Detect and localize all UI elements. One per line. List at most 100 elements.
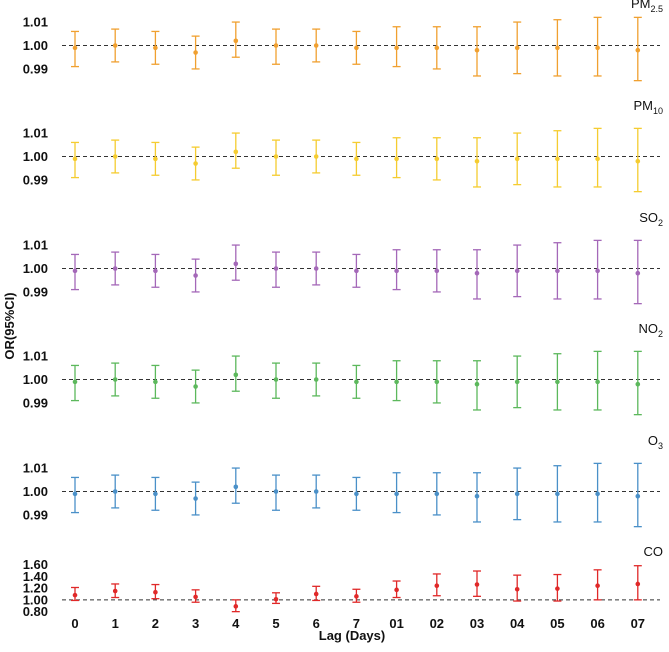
or-point	[273, 489, 279, 494]
or-point	[354, 45, 359, 51]
y-tick-label: 1.00	[23, 484, 48, 499]
or-point	[595, 156, 600, 162]
or-point	[233, 149, 239, 155]
panels-group: 1.011.000.99PM2.51.011.000.99PM101.011.0…	[23, 0, 663, 619]
or-point	[233, 484, 239, 490]
or-point	[273, 43, 279, 48]
error-bar	[432, 26, 441, 70]
or-point	[273, 377, 279, 382]
or-point	[595, 45, 600, 51]
error-bar	[352, 476, 361, 511]
error-bar	[231, 132, 240, 169]
error-bar	[272, 592, 280, 605]
or-point	[72, 45, 78, 51]
y-tick-label: 1.40	[23, 569, 48, 584]
error-bar	[553, 19, 562, 77]
or-point	[273, 154, 279, 159]
or-point	[434, 491, 440, 497]
or-point	[514, 586, 520, 592]
error-bar	[473, 249, 481, 300]
or-point	[474, 47, 480, 53]
error-bar	[231, 599, 240, 613]
or-point	[153, 45, 158, 51]
or-point	[153, 379, 158, 385]
or-point	[514, 491, 520, 497]
error-bar	[593, 462, 602, 523]
error-bar	[392, 249, 401, 291]
panel-o3: 1.01 1.00 0.99 O3	[23, 433, 663, 528]
error-bar	[392, 472, 401, 514]
or-point	[313, 266, 319, 271]
error-bar	[633, 350, 642, 416]
or-point	[153, 491, 158, 497]
error-bar	[513, 355, 522, 409]
or-point	[555, 586, 560, 591]
or-point	[153, 268, 158, 274]
or-point	[313, 591, 319, 597]
y-tick-label: 1.01	[23, 15, 48, 30]
error-bar	[633, 462, 642, 528]
x-tick-label: 5	[272, 616, 279, 631]
or-point	[313, 377, 319, 382]
error-bar	[71, 253, 79, 291]
or-point	[273, 596, 279, 602]
or-point	[635, 158, 641, 164]
error-bar	[191, 369, 200, 404]
or-point	[233, 38, 239, 44]
error-bar	[513, 21, 522, 75]
error-bar	[432, 137, 441, 181]
error-bar	[71, 30, 79, 68]
or-point	[434, 379, 440, 385]
error-bar	[352, 30, 361, 65]
or-point	[394, 491, 399, 497]
or-point	[555, 45, 560, 51]
or-point	[635, 581, 641, 587]
error-bar	[111, 251, 120, 286]
or-point	[394, 156, 399, 162]
error-bar	[151, 364, 160, 399]
y-tick-label: 1.01	[23, 238, 48, 253]
or-point	[635, 381, 641, 387]
or-point	[354, 379, 359, 385]
error-bar	[151, 30, 160, 65]
error-bar	[593, 350, 602, 411]
or-point	[555, 268, 560, 274]
error-bar	[111, 28, 120, 63]
or-point	[193, 273, 198, 278]
or-point	[193, 50, 198, 55]
or-point	[72, 379, 78, 385]
or-point	[273, 266, 279, 271]
or-point	[394, 268, 399, 274]
x-tick-label: 0	[71, 616, 78, 631]
error-bar	[473, 360, 481, 411]
x-tick-label: 02	[430, 616, 444, 631]
error-bar	[191, 589, 200, 603]
or-point	[555, 156, 560, 162]
error-bar	[392, 26, 401, 68]
or-point	[595, 491, 600, 497]
error-bar	[272, 474, 280, 511]
error-bar	[593, 16, 602, 77]
or-point	[354, 156, 359, 162]
or-point	[354, 268, 359, 274]
error-bar	[352, 141, 361, 176]
error-bar	[191, 35, 200, 70]
or-point	[394, 379, 399, 385]
or-point	[474, 158, 480, 164]
or-point	[514, 379, 520, 385]
or-point	[72, 592, 78, 598]
error-bar	[231, 355, 240, 392]
x-tick-label: 4	[232, 616, 240, 631]
y-tick-label: 1.60	[23, 557, 48, 572]
error-bar	[553, 353, 562, 411]
or-point	[635, 270, 641, 276]
or-point	[193, 594, 198, 600]
error-bar	[191, 481, 200, 516]
or-point	[313, 489, 319, 494]
y-tick-label: 0.99	[23, 507, 48, 522]
error-bar	[272, 251, 280, 288]
panel-label: PM10	[633, 98, 663, 116]
error-bar	[312, 139, 321, 174]
or-point	[112, 588, 118, 594]
